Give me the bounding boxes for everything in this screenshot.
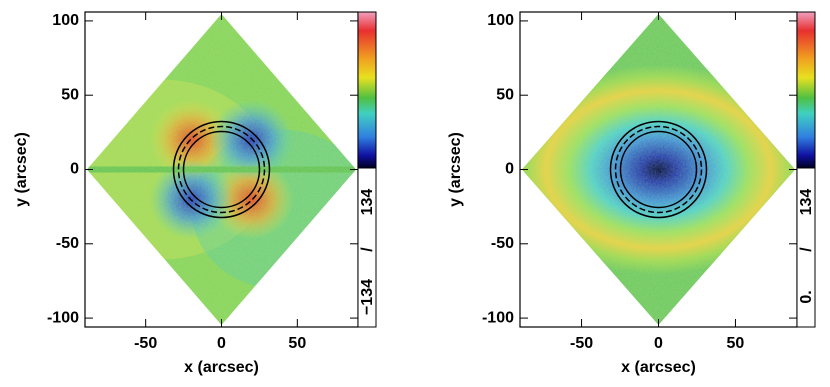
aperture	[609, 120, 708, 219]
y-tick-label: -50	[56, 235, 79, 252]
panel: -50 0 50 -100 -50 0 50 100 x (arcsec) y (arcsec) 0…	[447, 11, 816, 376]
colorbar-tick-label: 134	[798, 189, 815, 216]
colorbar-tick-label: 134	[359, 189, 376, 216]
y-tick-label: 100	[52, 12, 79, 29]
x-tick-label: 50	[288, 335, 306, 352]
y-tick-label: 100	[487, 12, 514, 29]
map	[522, 14, 795, 325]
x-tick-label: -50	[134, 335, 157, 352]
y-axis-label: y (arcsec)	[13, 132, 30, 207]
colorbar-tick-label: −134	[359, 279, 376, 315]
y-tick-label: -100	[47, 309, 79, 326]
x-tick-label: -50	[570, 335, 593, 352]
y-tick-label: -50	[491, 235, 514, 252]
x-tick-label: 50	[727, 335, 745, 352]
colorbar-label-box	[796, 167, 816, 328]
x-axis-label: x (arcsec)	[184, 359, 259, 376]
y-tick-label: 50	[61, 86, 79, 103]
y-tick-label: -100	[482, 309, 514, 326]
colorbar	[357, 11, 377, 169]
map	[87, 14, 356, 325]
map-noise	[522, 14, 795, 325]
colorbar-separator: /	[359, 247, 376, 252]
colorbar	[796, 11, 816, 169]
y-axis-label: y (arcsec)	[447, 132, 464, 207]
aperture	[614, 125, 703, 214]
x-tick-label: 0	[217, 335, 226, 352]
colorbar-tick-label: 0.	[798, 290, 815, 303]
y-tick-label: 50	[496, 86, 514, 103]
x-tick-label: 0	[654, 335, 663, 352]
aperture	[172, 120, 271, 219]
aperture	[619, 130, 698, 209]
aperture	[177, 125, 266, 214]
panel: -50 0 50 -100 -50 0 50 100 x (arcsec) y (arcsec) −…	[13, 11, 377, 376]
y-tick-label: 0	[70, 161, 79, 178]
aperture	[182, 130, 261, 209]
y-tick-label: 0	[505, 161, 514, 178]
colorbar-separator: /	[798, 247, 815, 252]
map-noise	[87, 14, 356, 325]
colorbar-label-box	[357, 167, 377, 328]
x-axis-label: x (arcsec)	[621, 359, 696, 376]
